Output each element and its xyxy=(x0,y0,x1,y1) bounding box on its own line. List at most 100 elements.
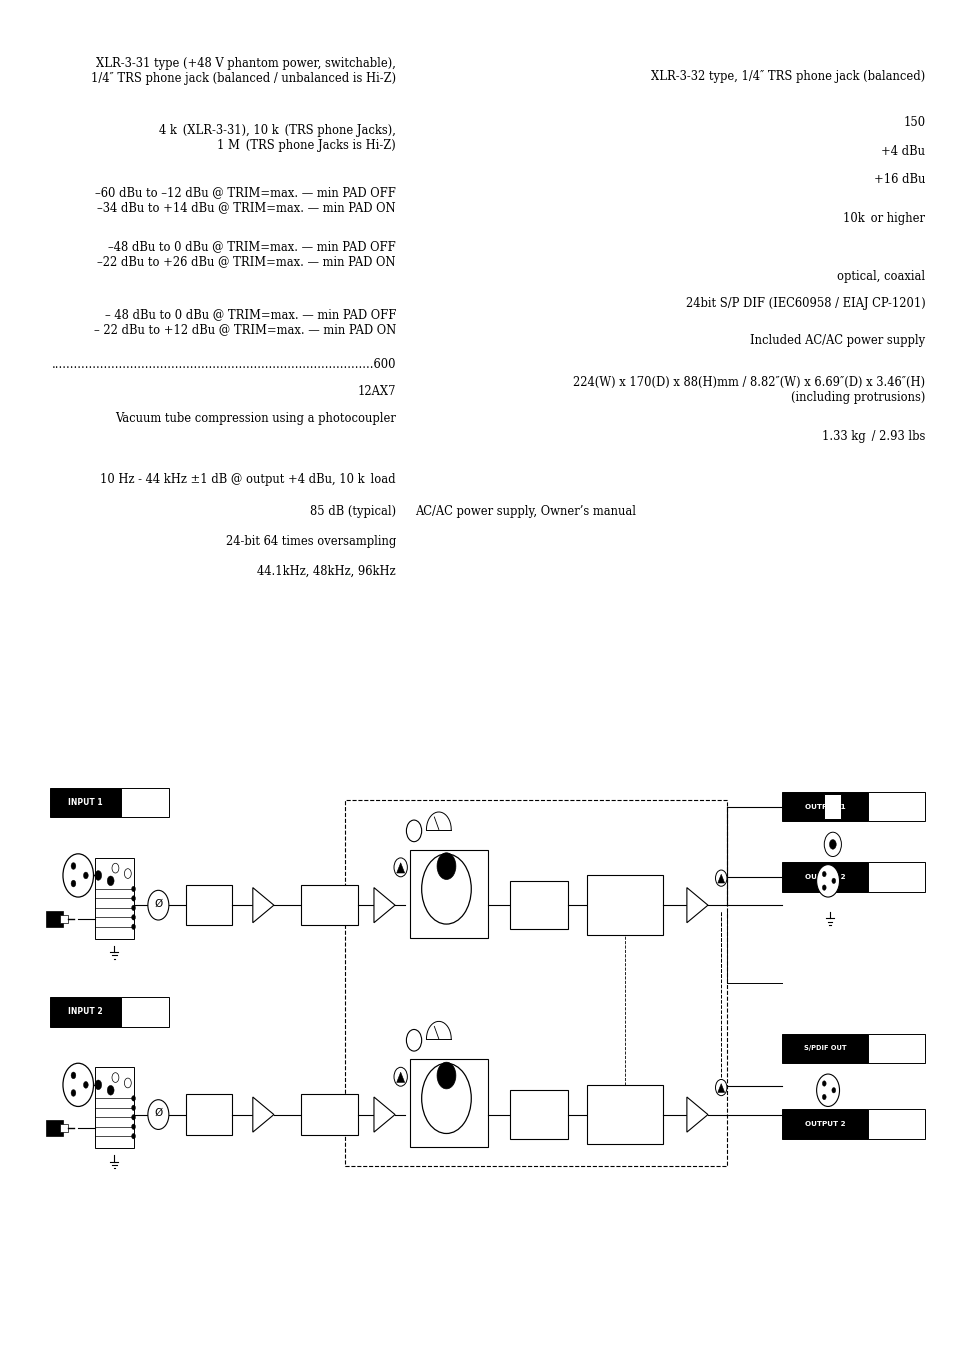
Bar xyxy=(781,792,867,821)
Bar xyxy=(46,911,63,927)
Text: –60 dBu to –12 dBu @ TRIM=max. — min PAD OFF
–34 dBu to +14 dBu @ TRIM=max. — mi: –60 dBu to –12 dBu @ TRIM=max. — min PAD… xyxy=(95,186,395,215)
Polygon shape xyxy=(253,1097,274,1132)
Circle shape xyxy=(124,869,132,878)
Circle shape xyxy=(436,852,456,880)
Text: 4 k  (XLR-3-31), 10 k  (TRS phone Jacks),
1 M  (TRS phone Jacks is Hi-Z): 4 k (XLR-3-31), 10 k (TRS phone Jacks), … xyxy=(159,124,395,153)
Circle shape xyxy=(715,1079,726,1096)
Text: Included AC/AC power supply: Included AC/AC power supply xyxy=(749,334,924,347)
Circle shape xyxy=(71,881,75,886)
Bar xyxy=(345,800,726,1166)
Circle shape xyxy=(112,863,119,873)
Circle shape xyxy=(112,1073,119,1082)
Text: XLR-3-31 type (+48 V phantom power, switchable),
1/4″ TRS phone jack (balanced /: XLR-3-31 type (+48 V phantom power, swit… xyxy=(91,57,395,85)
Circle shape xyxy=(821,871,825,877)
Circle shape xyxy=(132,1105,135,1111)
Bar xyxy=(510,1090,567,1139)
Circle shape xyxy=(821,885,825,890)
Bar xyxy=(781,862,867,892)
Text: INPUT 2: INPUT 2 xyxy=(68,1008,103,1016)
Circle shape xyxy=(83,1081,88,1089)
Text: – 48 dBu to 0 dBu @ TRIM=max. — min PAD OFF
– 22 dBu to +12 dBu @ TRIM=max. — mi: – 48 dBu to 0 dBu @ TRIM=max. — min PAD … xyxy=(93,308,395,336)
Circle shape xyxy=(71,862,75,870)
Circle shape xyxy=(132,1124,135,1129)
Text: +4 dBu: +4 dBu xyxy=(881,145,924,158)
Polygon shape xyxy=(717,1084,724,1093)
Bar xyxy=(586,1085,662,1144)
Bar xyxy=(300,885,357,925)
Polygon shape xyxy=(686,1097,707,1132)
Circle shape xyxy=(132,1096,135,1101)
Circle shape xyxy=(63,854,93,897)
Text: 44.1kHz, 48kHz, 96kHz: 44.1kHz, 48kHz, 96kHz xyxy=(257,565,395,578)
Bar xyxy=(867,862,924,892)
Circle shape xyxy=(436,1062,456,1089)
Text: 10 Hz - 44 kHz ±1 dB @ output +4 dBu, 10 k  load: 10 Hz - 44 kHz ±1 dB @ output +4 dBu, 10… xyxy=(100,473,395,486)
Polygon shape xyxy=(396,863,404,873)
Bar xyxy=(867,1034,924,1063)
Bar xyxy=(586,875,662,935)
Text: S/PDIF OUT: S/PDIF OUT xyxy=(803,1046,845,1051)
Text: Ø: Ø xyxy=(154,1108,162,1119)
Circle shape xyxy=(132,915,135,920)
Circle shape xyxy=(94,1079,102,1090)
Bar xyxy=(50,788,121,817)
Circle shape xyxy=(132,886,135,892)
Text: OUTPUT 2: OUTPUT 2 xyxy=(804,874,844,880)
Circle shape xyxy=(715,870,726,886)
Circle shape xyxy=(132,924,135,929)
Polygon shape xyxy=(396,1073,404,1082)
Text: XLR-3-32 type, 1/4″ TRS phone jack (balanced): XLR-3-32 type, 1/4″ TRS phone jack (bala… xyxy=(651,70,924,84)
Bar xyxy=(300,1094,357,1135)
Circle shape xyxy=(148,890,169,920)
Polygon shape xyxy=(717,874,724,884)
Circle shape xyxy=(94,870,102,881)
Circle shape xyxy=(394,858,407,877)
Text: 150: 150 xyxy=(902,116,924,130)
Bar xyxy=(510,881,567,929)
Bar xyxy=(95,858,133,939)
Text: OUTPUT 1: OUTPUT 1 xyxy=(804,804,844,809)
Circle shape xyxy=(828,839,836,850)
Circle shape xyxy=(394,1067,407,1086)
Text: 12AX7: 12AX7 xyxy=(357,385,395,399)
Bar xyxy=(50,997,121,1027)
Text: 24-bit 64 times oversampling: 24-bit 64 times oversampling xyxy=(225,535,395,549)
Circle shape xyxy=(421,854,471,924)
Text: Vacuum tube compression using a photocoupler: Vacuum tube compression using a photocou… xyxy=(115,412,395,426)
Bar xyxy=(867,792,924,821)
Text: Ø: Ø xyxy=(154,898,162,909)
Circle shape xyxy=(132,896,135,901)
Circle shape xyxy=(816,865,839,897)
Text: 24bit S/P DIF (IEC60958 / EIAJ CP-1201): 24bit S/P DIF (IEC60958 / EIAJ CP-1201) xyxy=(685,297,924,311)
Bar xyxy=(410,1059,488,1147)
Text: –48 dBu to 0 dBu @ TRIM=max. — min PAD OFF
–22 dBu to +26 dBu @ TRIM=max. — min : –48 dBu to 0 dBu @ TRIM=max. — min PAD O… xyxy=(97,240,395,269)
Text: optical, coaxial: optical, coaxial xyxy=(837,270,924,284)
Bar xyxy=(781,1034,867,1063)
Circle shape xyxy=(71,1089,75,1097)
Circle shape xyxy=(124,1078,132,1088)
Circle shape xyxy=(821,1094,825,1100)
Bar xyxy=(867,1109,924,1139)
Circle shape xyxy=(132,1133,135,1139)
Text: OUTPUT 2: OUTPUT 2 xyxy=(804,1121,844,1127)
Polygon shape xyxy=(374,888,395,923)
Circle shape xyxy=(831,878,835,884)
Text: +16 dBu: +16 dBu xyxy=(873,173,924,186)
Bar xyxy=(121,788,169,817)
Bar xyxy=(121,997,169,1027)
Circle shape xyxy=(132,905,135,911)
Text: 1.33 kg  / 2.93 lbs: 1.33 kg / 2.93 lbs xyxy=(821,430,924,443)
Text: 85 dB (typical): 85 dB (typical) xyxy=(310,505,395,519)
Text: INPUT 1: INPUT 1 xyxy=(68,798,103,807)
Circle shape xyxy=(406,1029,421,1051)
Bar xyxy=(410,850,488,938)
Circle shape xyxy=(107,1085,114,1096)
Text: ................................................................................: ........................................… xyxy=(51,358,395,372)
Text: 10k  or higher: 10k or higher xyxy=(842,212,924,226)
Bar xyxy=(46,1120,63,1136)
Circle shape xyxy=(421,1063,471,1133)
Circle shape xyxy=(406,820,421,842)
Bar xyxy=(186,1094,232,1135)
Bar xyxy=(60,915,68,923)
Circle shape xyxy=(71,1073,75,1078)
